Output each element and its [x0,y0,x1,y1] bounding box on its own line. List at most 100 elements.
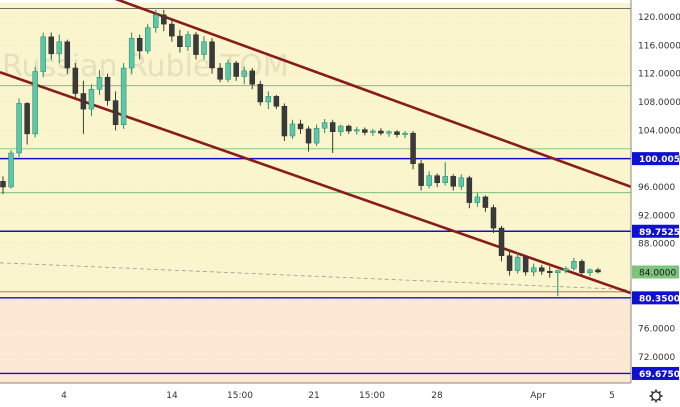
candle[interactable] [24,103,30,135]
candle[interactable] [88,89,95,110]
candle[interactable] [104,76,111,101]
candle[interactable] [394,131,400,135]
y-tick-label: 108.0000 [638,98,680,108]
price-zones [0,2,631,383]
candle[interactable] [96,76,103,90]
settings-icon[interactable] [649,389,663,403]
x-tick-label: 21 [308,391,319,401]
candle[interactable] [153,14,159,28]
candle[interactable] [0,181,6,188]
candle[interactable] [506,255,513,271]
candle[interactable] [362,129,368,133]
level-price-label: 69.6750 [639,370,680,380]
candle[interactable] [522,256,529,273]
candle[interactable] [297,123,304,130]
zone-0 [0,2,631,298]
candle[interactable] [482,196,489,208]
candle[interactable] [579,261,585,273]
candle[interactable] [418,163,424,186]
candle[interactable] [595,269,601,273]
candle[interactable] [498,227,505,256]
candle[interactable] [185,34,191,47]
candle[interactable] [346,125,352,132]
level-price-tag [632,152,679,166]
candle[interactable] [241,70,247,77]
candle[interactable] [16,103,22,154]
time-axis-bg [0,383,631,407]
candle[interactable] [305,128,312,144]
channel-line[interactable] [0,0,680,206]
candle[interactable] [555,270,561,273]
time-axis: 4 14 15:00 21 15:00 28 Apr 5 [0,382,631,407]
x-tick-label: 28 [431,391,443,401]
candle[interactable] [225,62,231,80]
y-tick-label: 120.0000 [638,13,680,23]
candle[interactable] [410,132,416,164]
trend-dashed-line [0,262,632,291]
candle[interactable] [40,36,46,72]
x-tick-label: 15:00 [359,391,385,401]
candle[interactable] [530,267,537,273]
candle[interactable] [370,130,376,133]
candle[interactable] [209,41,215,69]
candle[interactable] [434,175,440,184]
x-tick-label: Apr [530,391,546,401]
candle[interactable] [8,152,14,188]
x-tick-label: 15:00 [227,391,253,401]
candle[interactable] [289,123,296,137]
candle[interactable] [48,36,54,55]
candle[interactable] [458,177,465,187]
candle[interactable] [233,62,239,77]
candle[interactable] [177,35,183,47]
candle[interactable] [354,129,360,132]
candle[interactable] [378,130,384,134]
price-axis: 120.0000 116.0000 112.0000 108.0000 104.0000… [630,0,680,407]
zone-1 [0,297,631,383]
candle[interactable] [32,71,38,135]
candle[interactable] [313,127,320,144]
candle[interactable] [120,67,127,125]
candle[interactable] [217,67,223,80]
candle[interactable] [257,84,264,103]
candle[interactable] [64,41,71,69]
candle[interactable] [56,41,63,55]
candle[interactable] [136,38,143,52]
candle[interactable] [450,176,457,187]
candle[interactable] [273,96,280,107]
candle[interactable] [386,131,392,134]
x-tick-label: 14 [166,391,178,401]
candle[interactable] [281,106,288,137]
level-price-label: 89.7525 [639,228,680,238]
candle[interactable] [161,14,167,25]
y-tick-label: 92.0000 [638,211,675,221]
candle[interactable] [474,196,481,203]
candle[interactable] [321,122,328,129]
candle[interactable] [144,27,151,52]
candle[interactable] [201,41,207,55]
candle[interactable] [571,261,577,269]
candle[interactable] [514,256,521,271]
candle[interactable] [426,175,432,186]
candle[interactable] [466,177,473,203]
candle[interactable] [563,268,569,271]
candle[interactable] [128,38,135,69]
candle[interactable] [265,96,272,103]
candle[interactable] [72,67,79,94]
candle[interactable] [80,93,87,110]
x-tick-label: 5 [609,391,615,401]
candle[interactable] [547,271,553,273]
current-price-tag [632,265,679,279]
candle[interactable] [538,267,545,272]
candle[interactable] [442,176,448,183]
candle[interactable] [329,122,336,132]
horizontal-levels [0,157,631,375]
candle[interactable] [249,70,255,85]
candle[interactable] [402,132,408,135]
candle[interactable] [587,269,593,273]
candle[interactable] [193,34,199,55]
candle[interactable] [490,207,497,229]
candle[interactable] [112,100,119,125]
candle[interactable] [337,125,344,133]
candle[interactable] [169,23,175,37]
